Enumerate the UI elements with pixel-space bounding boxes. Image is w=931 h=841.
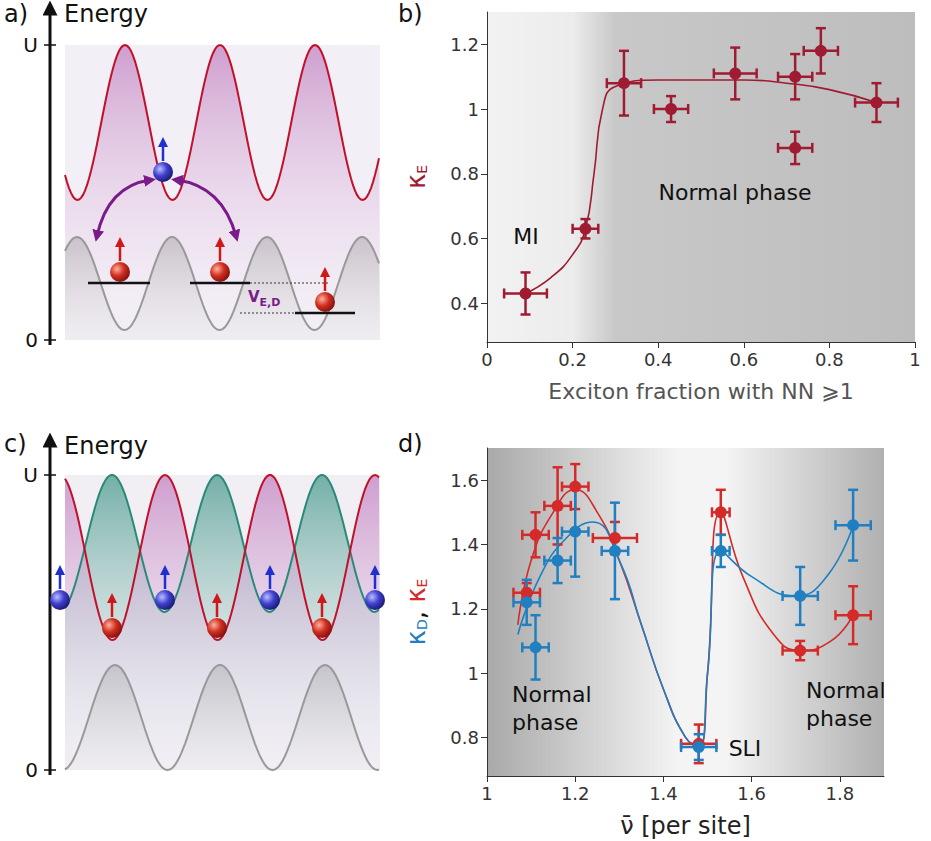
- svg-text:1.6: 1.6: [737, 783, 766, 804]
- svg-text:1.8: 1.8: [826, 783, 855, 804]
- svg-text:1: 1: [468, 663, 479, 684]
- svg-text:0.4: 0.4: [450, 293, 479, 314]
- svg-text:E: E: [414, 579, 430, 588]
- svg-text:a): a): [4, 0, 28, 28]
- svg-text:κ: κ: [401, 174, 431, 189]
- svg-text:phase: phase: [512, 710, 578, 735]
- svg-text:0: 0: [25, 328, 38, 352]
- svg-text:ν̄ [per site]: ν̄ [per site]: [620, 812, 751, 840]
- svg-text:Energy: Energy: [64, 432, 148, 460]
- svg-text:E: E: [414, 165, 430, 174]
- svg-text:d): d): [398, 430, 423, 458]
- svg-text:0.4: 0.4: [644, 349, 673, 370]
- svg-text:U: U: [23, 33, 38, 57]
- svg-text:0.8: 0.8: [450, 163, 479, 184]
- svg-text:,: ,: [401, 603, 431, 620]
- svg-text:b): b): [398, 0, 423, 28]
- svg-text:1.4: 1.4: [450, 534, 479, 555]
- svg-text:Normal: Normal: [806, 678, 886, 703]
- svg-text:0.6: 0.6: [450, 228, 479, 249]
- svg-text:SLI: SLI: [729, 736, 762, 761]
- svg-text:Energy: Energy: [64, 0, 148, 28]
- svg-text:Normal: Normal: [512, 682, 592, 707]
- svg-text:1.2: 1.2: [450, 34, 479, 55]
- svg-text:MI: MI: [513, 224, 538, 249]
- svg-text:0.6: 0.6: [729, 349, 758, 370]
- svg-text:phase: phase: [806, 706, 872, 731]
- svg-text:1.2: 1.2: [450, 598, 479, 619]
- svg-text:c): c): [4, 430, 27, 458]
- svg-text:U: U: [23, 463, 38, 487]
- svg-text:1: 1: [909, 349, 920, 370]
- svg-text:1.4: 1.4: [649, 783, 678, 804]
- svg-text:κ: κ: [401, 587, 431, 602]
- svg-text:0.8: 0.8: [450, 727, 479, 748]
- svg-text:1: 1: [468, 99, 479, 120]
- svg-text:Normal phase: Normal phase: [659, 180, 812, 205]
- svg-text:D: D: [414, 619, 430, 630]
- svg-text:κ: κ: [401, 630, 431, 645]
- svg-text:0: 0: [481, 349, 492, 370]
- svg-text:Exciton fraction with NN ⩾1: Exciton fraction with NN ⩾1: [548, 379, 853, 404]
- svg-text:1: 1: [481, 783, 492, 804]
- svg-text:0.2: 0.2: [558, 349, 587, 370]
- svg-text:1.2: 1.2: [561, 783, 590, 804]
- svg-text:VE,D: VE,D: [248, 288, 280, 309]
- svg-text:0.8: 0.8: [815, 349, 844, 370]
- svg-text:0: 0: [25, 758, 38, 782]
- svg-text:1.6: 1.6: [450, 470, 479, 491]
